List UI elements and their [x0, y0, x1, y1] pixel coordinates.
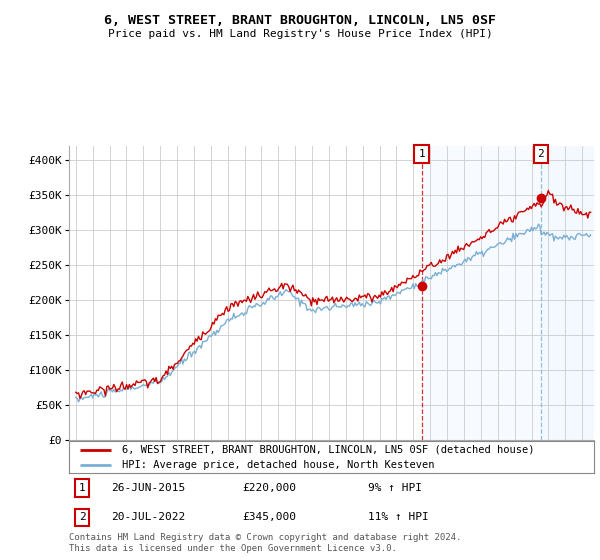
Text: HPI: Average price, detached house, North Kesteven: HPI: Average price, detached house, Nort…	[121, 460, 434, 470]
Text: 1: 1	[79, 483, 86, 493]
Text: Contains HM Land Registry data © Crown copyright and database right 2024.
This d: Contains HM Land Registry data © Crown c…	[69, 533, 461, 553]
Text: 6, WEST STREET, BRANT BROUGHTON, LINCOLN, LN5 0SF (detached house): 6, WEST STREET, BRANT BROUGHTON, LINCOLN…	[121, 445, 534, 455]
Text: 9% ↑ HPI: 9% ↑ HPI	[368, 483, 422, 493]
Text: 2: 2	[79, 512, 86, 522]
Text: 1: 1	[418, 149, 425, 159]
Text: 2: 2	[538, 149, 544, 159]
Text: 26-JUN-2015: 26-JUN-2015	[111, 483, 185, 493]
Text: 20-JUL-2022: 20-JUL-2022	[111, 512, 185, 522]
Text: Price paid vs. HM Land Registry's House Price Index (HPI): Price paid vs. HM Land Registry's House …	[107, 29, 493, 39]
Text: £345,000: £345,000	[242, 512, 296, 522]
Bar	[422, 146, 599, 440]
Text: 11% ↑ HPI: 11% ↑ HPI	[368, 512, 429, 522]
Text: £220,000: £220,000	[242, 483, 296, 493]
Text: 6, WEST STREET, BRANT BROUGHTON, LINCOLN, LN5 0SF: 6, WEST STREET, BRANT BROUGHTON, LINCOLN…	[104, 14, 496, 27]
Bar	[541, 146, 599, 440]
